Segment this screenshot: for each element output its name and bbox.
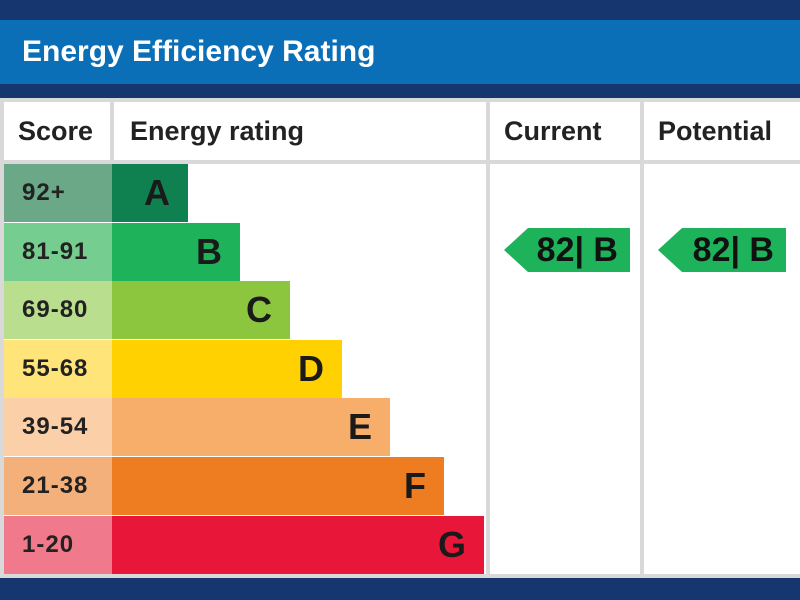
potential-rating-label: 82| B	[692, 230, 774, 269]
band-letter: B	[196, 230, 222, 272]
score-cell-e: 39-54	[4, 398, 112, 457]
rating-band-a: A	[112, 164, 188, 222]
potential-arrow-shape	[658, 227, 786, 272]
page-title: Energy Efficiency Rating	[22, 35, 376, 68]
rating-band-e: E	[112, 398, 390, 457]
header-potential: Potential	[658, 116, 773, 146]
header-current-cell: Current	[490, 102, 640, 160]
band-letter: F	[404, 465, 426, 506]
score-range: 92+	[22, 179, 66, 206]
header-energy-rating: Energy rating	[130, 116, 305, 146]
band-letter: G	[437, 523, 466, 565]
rating-band-b: B	[112, 222, 240, 281]
band-letter: A	[144, 172, 170, 213]
score-range: 55-68	[22, 354, 89, 382]
band-letter: C	[246, 289, 272, 331]
score-range: 81-91	[22, 237, 89, 265]
rating-band-d: D	[112, 339, 342, 398]
header-current: Current	[504, 116, 602, 146]
potential-rating-arrow: 82| B	[658, 227, 786, 272]
header-score: Score	[18, 116, 94, 146]
rating-band-c: C	[112, 281, 290, 340]
rating-band-f: F	[112, 457, 444, 515]
score-range: 21-38	[22, 472, 89, 499]
current-rating-arrow: 82| B	[504, 227, 630, 272]
title-bar: Energy Efficiency Rating	[0, 20, 800, 84]
header-potential-cell: Potential	[644, 102, 800, 160]
band-letter: E	[347, 406, 372, 448]
score-cell-d: 55-68	[4, 339, 112, 398]
score-range: 39-54	[22, 413, 89, 441]
current-rating-label: 82| B	[536, 230, 618, 269]
current-column	[490, 164, 640, 574]
rating-table: Score Energy rating Current Potential 92…	[0, 98, 800, 578]
potential-column	[644, 164, 800, 574]
band-letter: D	[298, 347, 324, 389]
score-cell-f: 21-38	[4, 457, 112, 515]
score-range: 1-20	[22, 530, 75, 558]
score-cell-a: 92+	[4, 164, 112, 222]
current-arrow-shape	[504, 227, 630, 272]
score-cell-g: 1-20	[4, 515, 112, 574]
header-score-cell: Score	[4, 102, 110, 160]
score-cell-c: 69-80	[4, 281, 112, 340]
header-rating-cell: Energy rating	[114, 102, 486, 160]
rating-band-g: G	[112, 515, 484, 574]
score-cell-b: 81-91	[4, 222, 112, 281]
score-range: 69-80	[22, 296, 89, 324]
